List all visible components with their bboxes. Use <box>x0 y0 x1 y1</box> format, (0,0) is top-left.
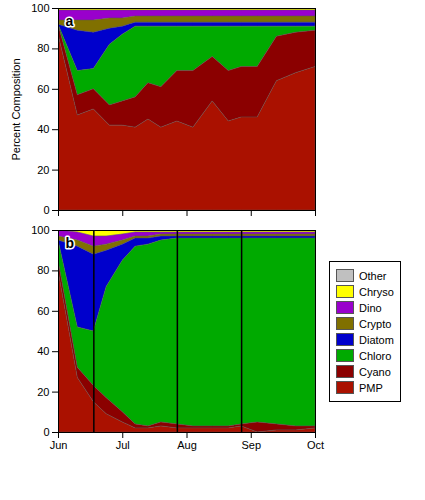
svg-text:0: 0 <box>43 204 49 216</box>
svg-text:60: 60 <box>37 83 49 95</box>
svg-text:a: a <box>66 13 74 29</box>
svg-text:80: 80 <box>37 42 49 54</box>
svg-text:100: 100 <box>31 224 49 236</box>
svg-text:Jun: Jun <box>50 439 68 451</box>
svg-text:Aug: Aug <box>177 439 197 451</box>
html-text:Diatom: Diatom <box>359 333 394 346</box>
html-text:Cyano: Cyano <box>359 365 391 378</box>
html-text:Crypto: Crypto <box>359 317 392 330</box>
svg-text:Sep: Sep <box>241 439 261 451</box>
svg-text:Percent Composition: Percent Composition <box>10 58 22 160</box>
svg-text:b: b <box>66 235 75 251</box>
svg-text:100: 100 <box>31 2 49 14</box>
html-text:Other: Other <box>359 269 387 282</box>
svg-text:80: 80 <box>37 264 49 276</box>
svg-text:Jul: Jul <box>116 439 130 451</box>
svg-text:60: 60 <box>37 305 49 317</box>
html-text:Dino: Dino <box>359 301 382 314</box>
svg-text:0: 0 <box>43 426 49 438</box>
svg-text:40: 40 <box>37 123 49 135</box>
svg-text:40: 40 <box>37 345 49 357</box>
svg-text:20: 20 <box>37 386 49 398</box>
html-text:Chryso: Chryso <box>359 285 394 298</box>
svg-text:20: 20 <box>37 164 49 176</box>
svg-text:Oct: Oct <box>307 439 324 451</box>
html-text:Chloro: Chloro <box>359 349 392 362</box>
html-text:PMP: PMP <box>359 381 383 394</box>
